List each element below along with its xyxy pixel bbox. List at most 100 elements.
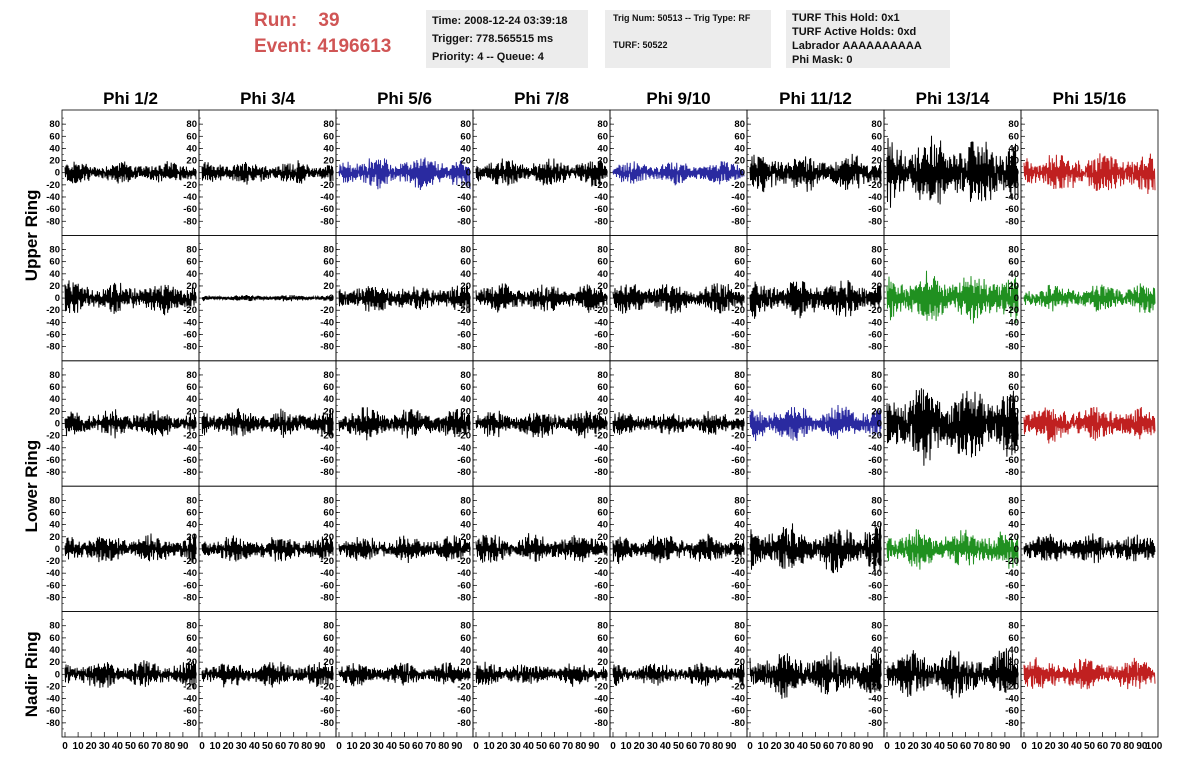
y-tick-label: -20 (1005, 681, 1019, 692)
y-tick-label: -40 (457, 317, 471, 328)
y-tick-label: -20 (868, 305, 882, 316)
y-tick-label: 20 (460, 657, 471, 668)
waveform-trace (749, 523, 882, 574)
y-tick-label: 20 (186, 281, 197, 292)
y-tick-label: -20 (1005, 305, 1019, 316)
y-tick-label: 60 (323, 633, 334, 644)
y-tick-label: -40 (457, 192, 471, 203)
y-tick-label: 20 (597, 281, 608, 292)
y-tick-label: 80 (597, 245, 608, 256)
y-tick-label: -20 (1005, 180, 1019, 191)
y-tick-label: 80 (734, 495, 745, 506)
x-tick-label: 30 (510, 741, 522, 752)
turf-hold-text: TURF This Hold: 0x1 (792, 12, 900, 24)
x-tick-label: 20 (634, 741, 646, 752)
x-tick-label: 80 (849, 741, 861, 752)
y-tick-label: 0 (466, 669, 471, 680)
column-header: Phi 15/16 (1053, 89, 1127, 108)
y-tick-label: 60 (323, 131, 334, 142)
y-tick-label: 80 (1008, 495, 1019, 506)
y-tick-label: -40 (731, 317, 745, 328)
y-tick-label: -60 (594, 330, 608, 341)
waveform-trace (338, 407, 471, 441)
y-tick-label: 40 (49, 645, 60, 656)
y-tick-label: 20 (871, 532, 882, 543)
y-tick-label: 60 (597, 131, 608, 142)
y-tick-label: -80 (46, 342, 60, 353)
y-tick-label: -80 (320, 718, 334, 729)
y-tick-label: 60 (186, 382, 197, 393)
y-tick-label: 60 (597, 507, 608, 518)
y-tick-label: 40 (1008, 394, 1019, 405)
y-tick-label: 20 (186, 657, 197, 668)
y-tick-label: -40 (731, 694, 745, 705)
y-tick-label: 40 (734, 143, 745, 154)
x-tick-label: 30 (373, 741, 385, 752)
y-tick-label: 60 (186, 131, 197, 142)
x-tick-label: 60 (1097, 741, 1109, 752)
y-tick-label: 20 (871, 406, 882, 417)
y-tick-label: -80 (868, 718, 882, 729)
y-tick-label: -40 (594, 694, 608, 705)
x-tick-label: 50 (125, 741, 137, 752)
y-tick-label: 0 (1014, 544, 1019, 555)
y-tick-label: 80 (49, 621, 60, 632)
y-tick-label: -60 (320, 580, 334, 591)
x-tick-label: 20 (771, 741, 783, 752)
y-tick-label: 80 (49, 495, 60, 506)
turf-text: TURF: 50522 (613, 40, 668, 50)
y-tick-label: 0 (466, 419, 471, 430)
y-tick-label: 0 (1014, 168, 1019, 179)
y-tick-label: -20 (594, 681, 608, 692)
waveform-trace (1023, 657, 1156, 690)
y-tick-label: -80 (457, 216, 471, 227)
y-tick-label: 20 (871, 657, 882, 668)
x-tick-label: 40 (523, 741, 535, 752)
y-tick-label: 20 (1008, 406, 1019, 417)
x-tick-label: 60 (686, 741, 698, 752)
y-tick-label: 60 (1008, 507, 1019, 518)
y-tick-label: 0 (603, 544, 608, 555)
y-tick-label: -60 (457, 455, 471, 466)
x-tick-label: 30 (921, 741, 933, 752)
y-tick-label: -40 (320, 317, 334, 328)
waveform-trace (749, 153, 882, 193)
y-tick-label: 40 (597, 520, 608, 531)
y-tick-label: 60 (871, 382, 882, 393)
y-tick-label: 0 (329, 293, 334, 304)
y-tick-label: -80 (183, 216, 197, 227)
x-tick-label: 30 (647, 741, 659, 752)
y-tick-label: -80 (731, 718, 745, 729)
y-tick-label: 0 (55, 168, 60, 179)
y-tick-label: -80 (868, 592, 882, 603)
y-tick-label: 20 (460, 281, 471, 292)
y-tick-label: 40 (1008, 269, 1019, 280)
x-tick-label: 20 (223, 741, 235, 752)
y-tick-label: 80 (1008, 621, 1019, 632)
y-tick-label: -40 (868, 568, 882, 579)
y-tick-label: 0 (877, 544, 882, 555)
y-tick-label: -60 (46, 580, 60, 591)
x-tick-label: 10 (1032, 741, 1044, 752)
y-tick-label: 40 (871, 143, 882, 154)
y-tick-label: 60 (734, 633, 745, 644)
y-tick-label: 0 (55, 293, 60, 304)
y-tick-label: 0 (603, 669, 608, 680)
x-tick-label: 50 (399, 741, 411, 752)
x-tick-label: 60 (138, 741, 150, 752)
y-tick-label: 80 (460, 245, 471, 256)
y-tick-label: 40 (597, 394, 608, 405)
y-tick-label: 40 (186, 520, 197, 531)
y-tick-label: 40 (597, 645, 608, 656)
y-tick-label: -40 (1005, 568, 1019, 579)
y-tick-label: 80 (323, 495, 334, 506)
y-tick-label: -80 (731, 342, 745, 353)
y-tick-label: -80 (457, 592, 471, 603)
x-tick-label: 90 (451, 741, 463, 752)
y-tick-label: -20 (868, 431, 882, 442)
y-tick-label: 20 (597, 532, 608, 543)
y-tick-label: 20 (186, 156, 197, 167)
y-tick-label: 60 (1008, 257, 1019, 268)
y-tick-label: 60 (460, 131, 471, 142)
